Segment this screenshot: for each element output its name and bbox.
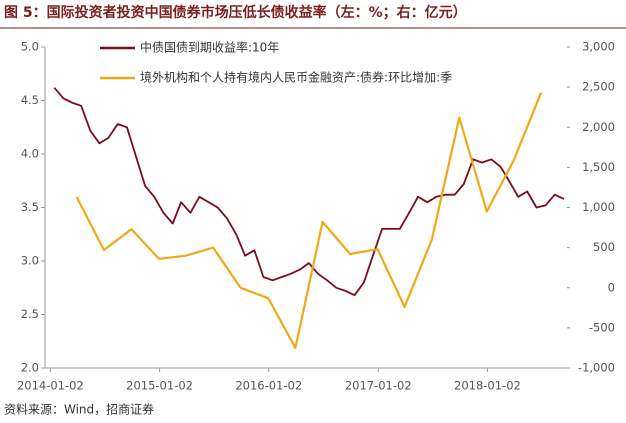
y-tick-label: 2.5 [21,307,39,321]
y2-tick-label: 1,000 [582,200,615,214]
y-tick-label: 2.0 [21,361,39,375]
y2-tick-label: 2,500 [582,80,615,94]
y-tick-label: 4.5 [21,93,39,107]
y-tick-label: 3.5 [21,200,39,214]
legend-label: 中债国债到期收益率:10年 [140,40,279,55]
y2-tick-label: 3,000 [582,40,615,54]
series-line [75,92,543,349]
y2-tick-label: -1,000 [578,361,615,375]
y2-tick-label: 500 [593,240,615,254]
x-tick-label: 2014-01-02 [17,379,84,393]
y-tick-label: 4.0 [21,147,39,161]
chart-title: 图 5：国际投资者投资中国债券市场压低长债收益率（左：%；右：亿元） [4,4,467,21]
legend-label: 境外机构和个人持有境内人民币金融资产:债券:环比增加:季 [140,70,452,85]
source-note: 资料来源：Wind，招商证券 [4,402,154,417]
y2-tick-label: 0 [608,280,615,294]
x-tick-label: 2018-01-02 [454,379,521,393]
y-tick-label: 5.0 [21,40,39,54]
y-tick-label: 3.0 [21,254,39,268]
x-tick-label: 2015-01-02 [126,379,193,393]
x-tick-label: 2017-01-02 [345,379,412,393]
y2-tick-label: -500 [589,320,615,334]
y2-tick-label: 1,500 [582,160,615,174]
x-tick-label: 2016-01-02 [235,379,302,393]
series-line [53,87,565,297]
y2-tick-label: 2,000 [582,120,615,134]
